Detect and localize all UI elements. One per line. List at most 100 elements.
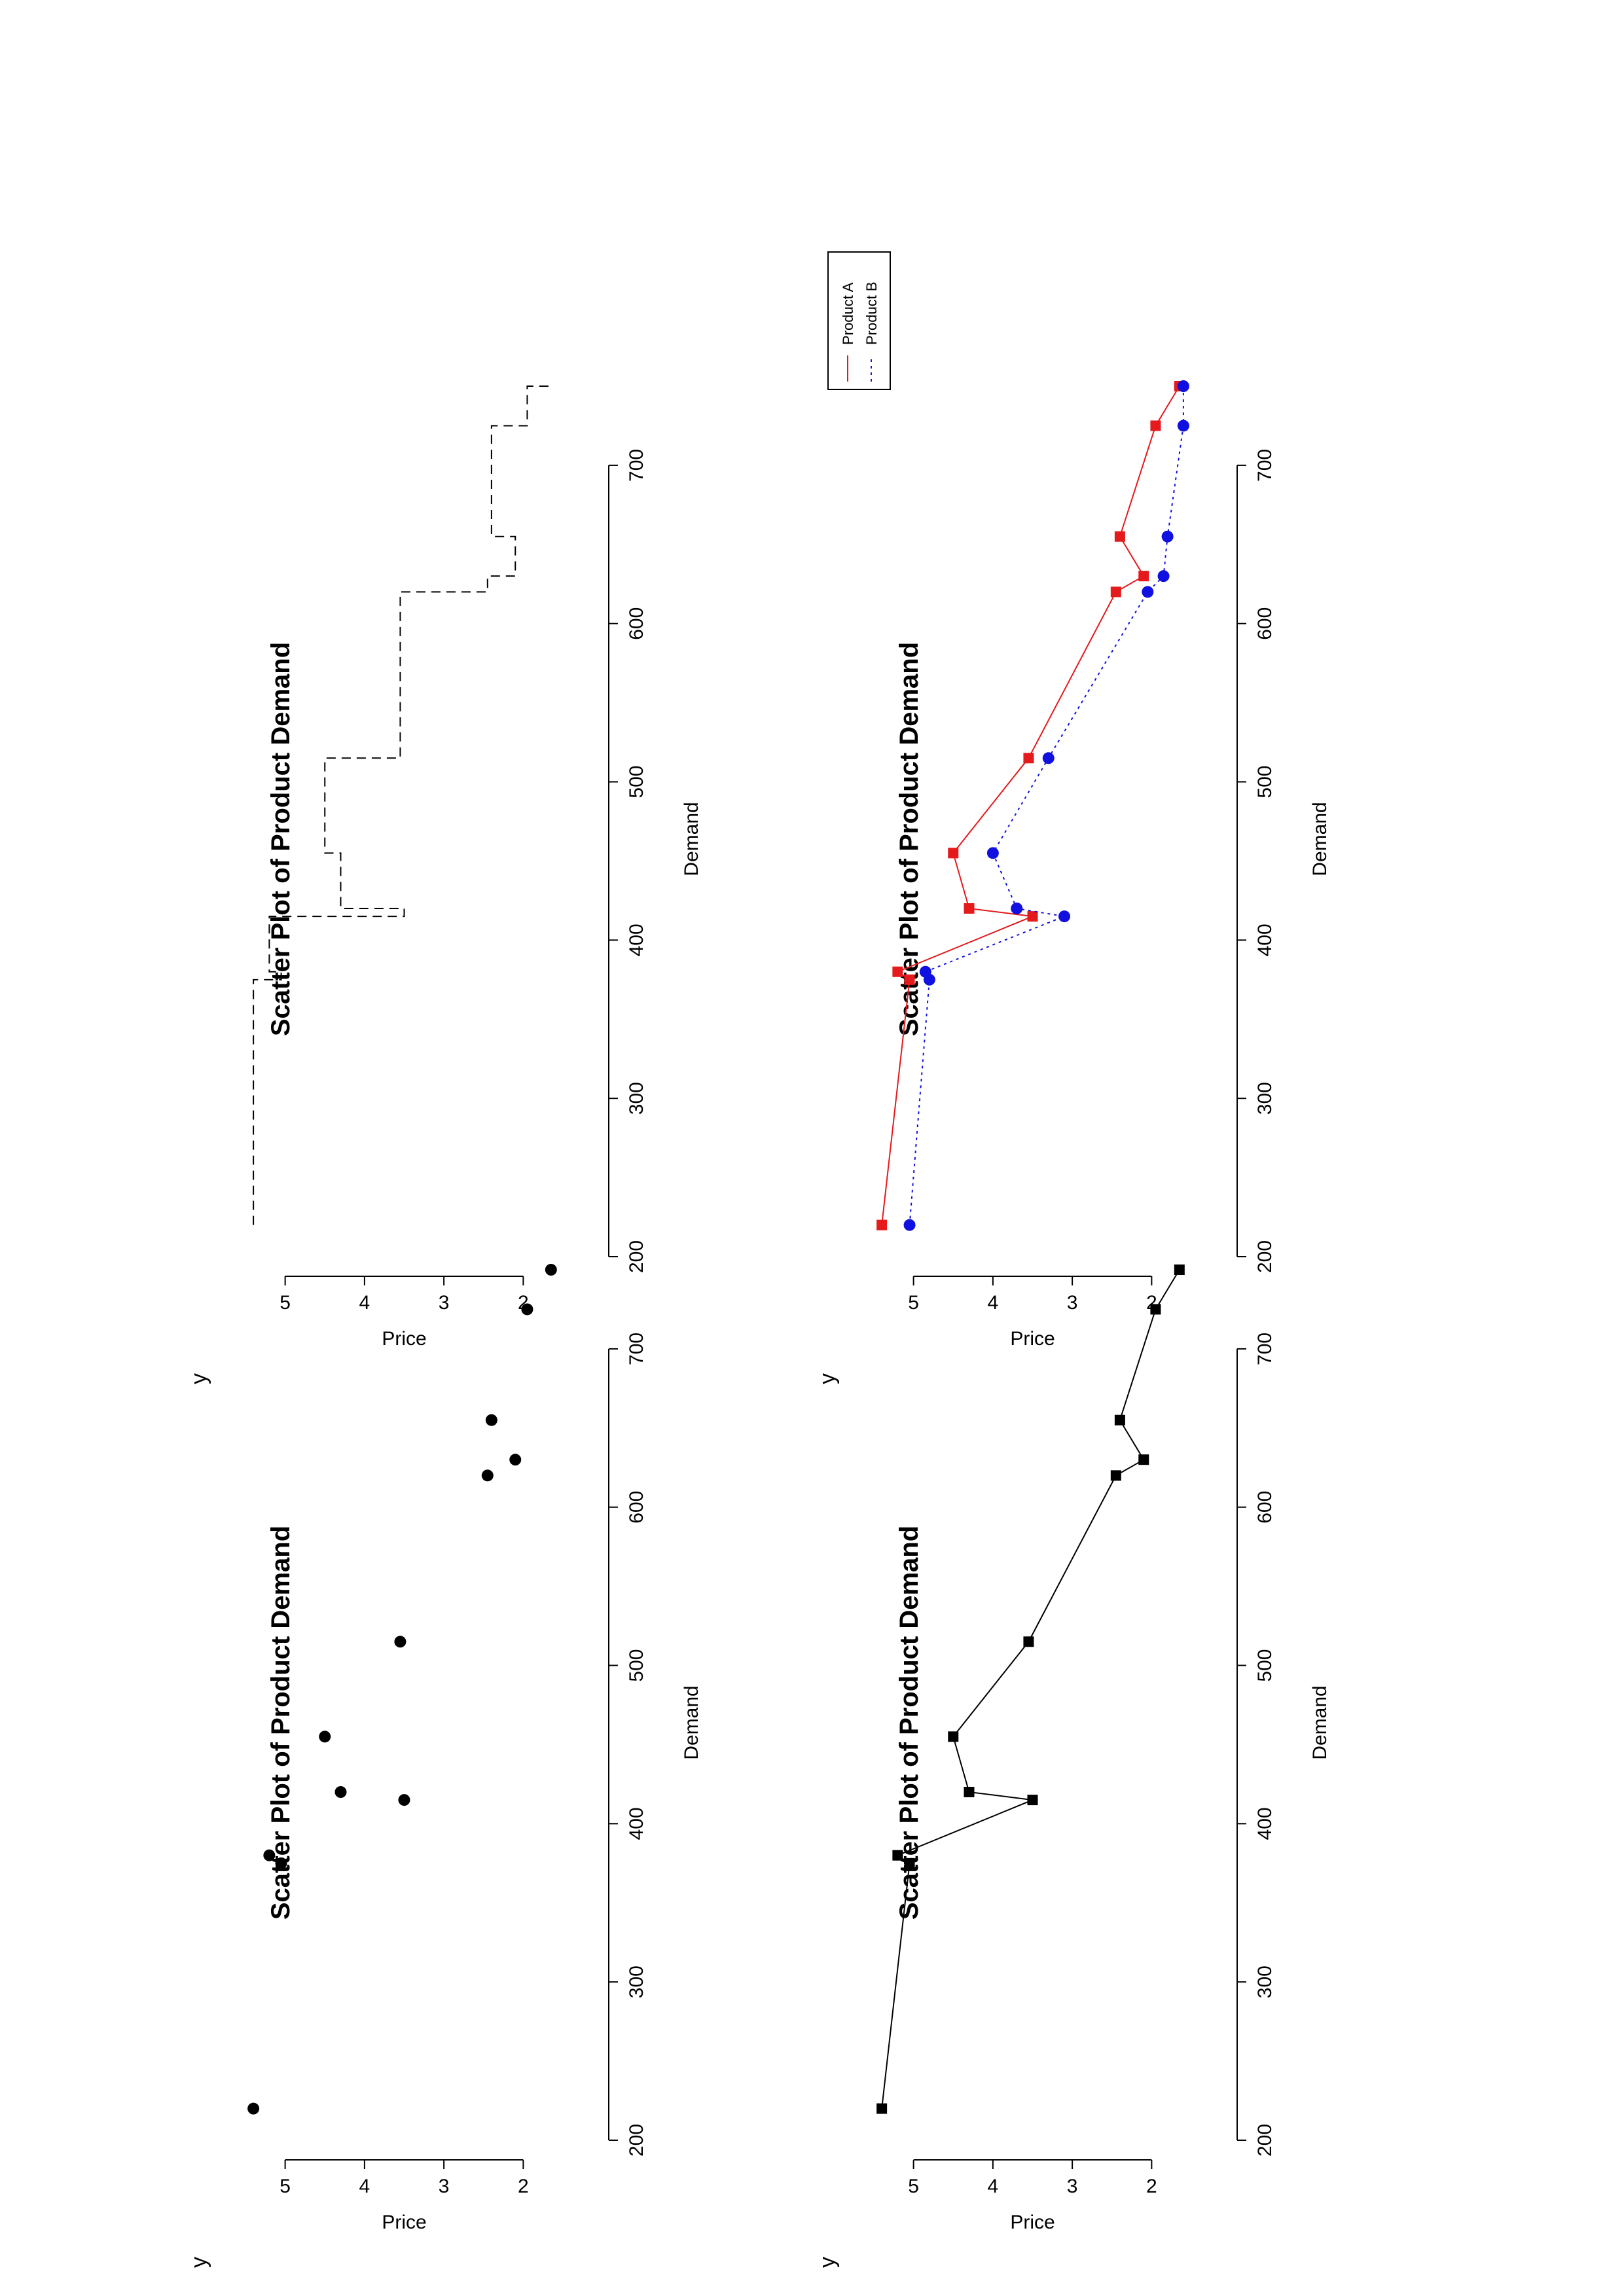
data-point <box>876 2103 888 2114</box>
data-point <box>319 1731 331 1743</box>
data-point <box>892 966 903 977</box>
data-point <box>1042 752 1055 764</box>
legend-label: Product B <box>863 281 880 345</box>
y-tick-label: 5 <box>280 1292 291 1314</box>
y-tick-label: 4 <box>988 2176 999 2197</box>
data-point <box>904 974 915 985</box>
x-tick-label: 400 <box>626 924 647 956</box>
data-point <box>904 1857 915 1869</box>
data-point <box>1157 570 1170 583</box>
y-tick-label: 2 <box>1146 1292 1157 1314</box>
y-tick-label: 3 <box>1067 1292 1078 1314</box>
data-point <box>1023 753 1034 764</box>
x-tick-label: 700 <box>1254 449 1276 482</box>
legend-label: Product A <box>840 282 856 345</box>
y-tick-label: 5 <box>280 2176 291 2197</box>
data-point <box>394 1636 406 1648</box>
data-point <box>1027 911 1038 922</box>
y-tick-label: 4 <box>359 2176 370 2197</box>
y-tick-label: 2 <box>1146 2176 1157 2197</box>
x-axis-label: Demand <box>681 1685 702 1759</box>
data-point <box>1114 531 1125 542</box>
data-point <box>1138 571 1149 582</box>
x-tick-label: 200 <box>626 1240 647 1273</box>
x-tick-label: 600 <box>1254 607 1276 640</box>
y-tick-label: 5 <box>908 2176 919 2197</box>
data-point <box>986 847 999 859</box>
x-tick-label: 600 <box>626 1491 647 1524</box>
x-tick-label: 500 <box>626 1649 647 1682</box>
data-point <box>334 1786 347 1798</box>
series-line <box>881 1269 1180 2109</box>
data-point <box>948 848 959 859</box>
x-tick-label: 700 <box>626 449 647 482</box>
y-tick-label: 4 <box>988 1292 999 1314</box>
data-point <box>485 1414 497 1426</box>
panel-tag: y <box>815 1373 840 1384</box>
data-point <box>1177 420 1189 432</box>
series-line <box>909 386 1184 1225</box>
data-point <box>247 2102 260 2115</box>
x-tick-label: 400 <box>1254 1807 1276 1840</box>
data-point <box>1150 1304 1161 1315</box>
x-tick-label: 600 <box>1254 1491 1276 1524</box>
data-point <box>275 1857 287 1869</box>
data-point <box>398 1794 410 1806</box>
x-tick-label: 500 <box>626 766 647 798</box>
x-axis-label: Demand <box>1309 802 1331 876</box>
series-line <box>253 386 551 1225</box>
y-axis-label: Price <box>382 2212 426 2233</box>
x-axis-label: Demand <box>1309 1685 1331 1759</box>
data-point <box>1110 1470 1121 1481</box>
x-tick-label: 700 <box>1254 1333 1276 1365</box>
panel-tag: y <box>187 1373 211 1384</box>
x-tick-label: 300 <box>1254 1082 1276 1115</box>
legend: Product A Product B <box>827 251 891 390</box>
data-point <box>1011 903 1023 914</box>
y-tick-label: 4 <box>359 1292 370 1314</box>
y-axis-label: Price <box>382 1328 426 1350</box>
data-point <box>1174 1265 1185 1275</box>
x-tick-label: 300 <box>626 1965 647 1998</box>
series-line <box>881 386 1180 1225</box>
data-point <box>1027 1795 1038 1806</box>
data-point <box>263 1849 276 1861</box>
x-tick-label: 200 <box>626 2124 647 2157</box>
data-point <box>1142 586 1154 598</box>
y-tick-label: 3 <box>439 2176 450 2197</box>
x-tick-label: 200 <box>1254 1240 1276 1273</box>
panel-tag: y <box>187 2257 211 2268</box>
panel-tag: y <box>815 2257 840 2268</box>
data-point <box>964 903 975 914</box>
y-tick-label: 3 <box>1067 2176 1078 2197</box>
x-tick-label: 700 <box>626 1333 647 1365</box>
y-tick-label: 3 <box>439 1292 450 1314</box>
x-tick-label: 500 <box>1254 766 1276 798</box>
data-point <box>903 1219 916 1231</box>
data-point <box>1177 380 1189 392</box>
x-tick-label: 500 <box>1254 1649 1276 1682</box>
chart-title: Scatter Plot of Product Demand <box>266 642 295 1036</box>
x-axis-label: Demand <box>681 802 702 876</box>
x-tick-label: 600 <box>626 607 647 640</box>
data-point <box>545 1264 557 1276</box>
data-point <box>919 965 931 978</box>
data-point <box>1058 910 1070 923</box>
data-point <box>964 1787 975 1797</box>
x-tick-label: 300 <box>1254 1965 1276 1998</box>
x-tick-label: 300 <box>626 1082 647 1115</box>
x-tick-label: 400 <box>626 1807 647 1840</box>
data-point <box>481 1469 494 1482</box>
data-point <box>1023 1636 1034 1647</box>
legend-box <box>827 251 891 390</box>
data-point <box>1161 530 1174 543</box>
data-point <box>892 1850 903 1861</box>
data-point <box>509 1454 522 1466</box>
data-point <box>948 1731 959 1742</box>
data-point <box>1150 420 1161 431</box>
data-point <box>876 1219 888 1230</box>
x-tick-label: 200 <box>1254 2124 1276 2157</box>
